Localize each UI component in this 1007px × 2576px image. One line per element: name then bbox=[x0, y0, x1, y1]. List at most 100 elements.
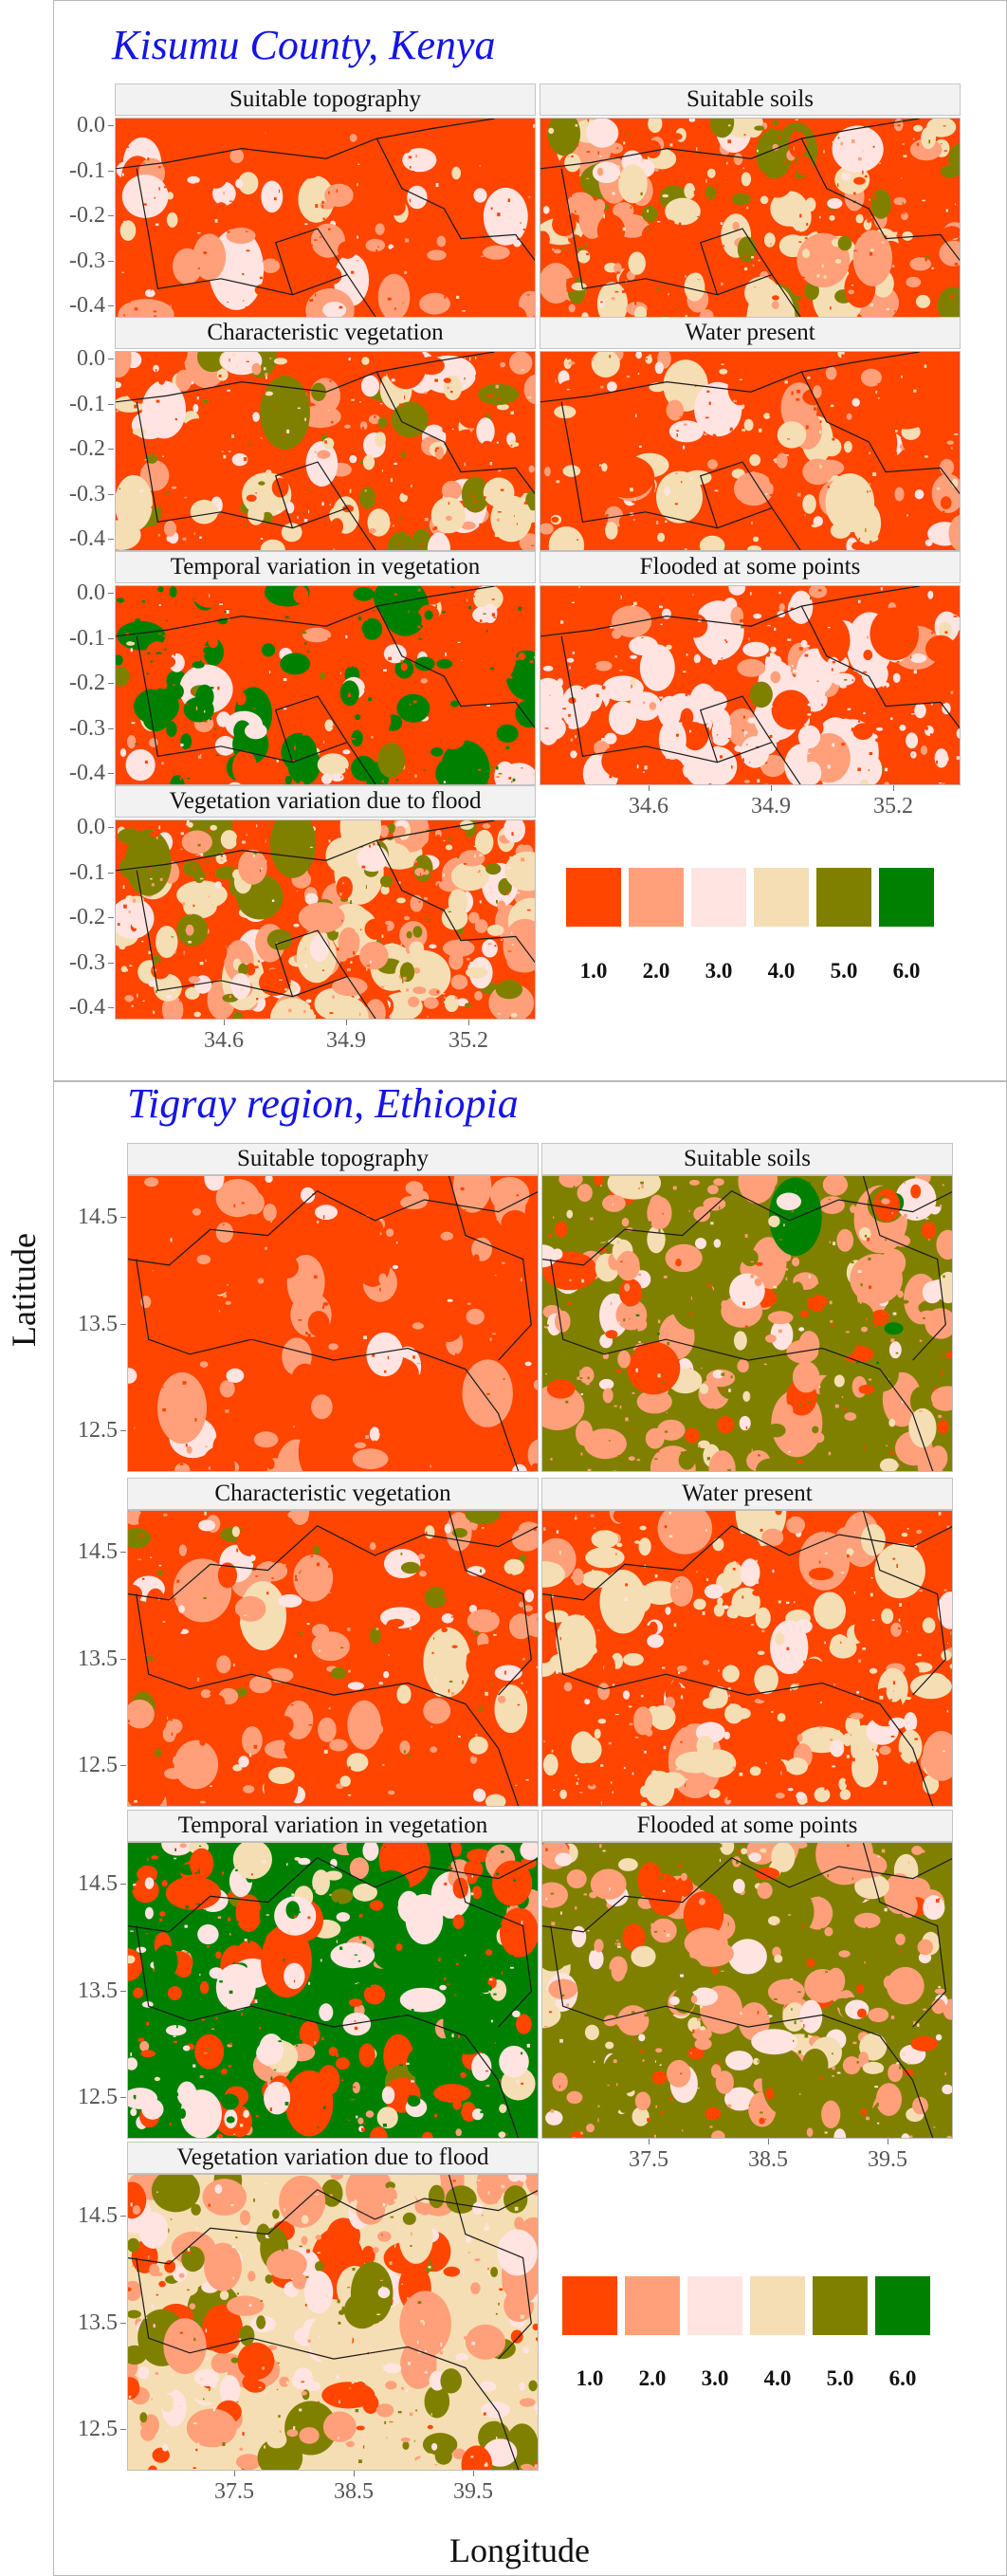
x-tick-label: 35.2 bbox=[873, 794, 913, 819]
y-tick-label: 0.0 bbox=[77, 346, 105, 371]
y-tick-mark bbox=[120, 1765, 126, 1766]
legend-swatch-4 bbox=[750, 2276, 805, 2335]
legend-swatch-6 bbox=[879, 868, 934, 927]
y-tick-label: 14.5 bbox=[78, 1871, 118, 1896]
raster-map bbox=[540, 119, 960, 317]
y-tick-label: 14.5 bbox=[78, 1539, 118, 1564]
legend-label-3: 3.0 bbox=[701, 2366, 729, 2390]
y-axis-title: Latitude bbox=[5, 1233, 43, 1347]
y-tick-label: -0.3 bbox=[69, 248, 105, 273]
panel-title-ethiopia-0: Suitable topography bbox=[127, 1143, 539, 1175]
x-tick-label: 34.9 bbox=[751, 794, 791, 819]
x-tick-label: 34.6 bbox=[204, 1028, 244, 1053]
legend-label-6: 6.0 bbox=[892, 959, 921, 983]
y-tick-label: -0.2 bbox=[69, 671, 105, 695]
x-tick-mark bbox=[649, 785, 650, 791]
y-tick-mark bbox=[108, 683, 114, 684]
y-tick-mark bbox=[108, 449, 114, 450]
x-tick-mark bbox=[473, 2471, 474, 2476]
legend-swatch-1 bbox=[562, 2276, 617, 2335]
y-tick-label: -0.1 bbox=[69, 626, 105, 651]
y-tick-label: -0.4 bbox=[69, 293, 105, 318]
y-tick-label: 13.5 bbox=[78, 2310, 118, 2335]
y-tick-label: -0.4 bbox=[69, 761, 105, 785]
raster-map bbox=[128, 1511, 538, 1806]
x-tick-mark bbox=[234, 2471, 235, 2476]
y-tick-mark bbox=[108, 873, 114, 874]
x-tick-mark bbox=[771, 785, 772, 791]
x-tick-mark bbox=[346, 1020, 347, 1025]
map-panel-kenya-1 bbox=[540, 118, 961, 318]
y-tick-mark bbox=[108, 261, 114, 262]
map-panel-kenya-4 bbox=[115, 585, 536, 785]
map-panel-ethiopia-1 bbox=[541, 1175, 953, 1472]
x-tick-label: 38.5 bbox=[748, 2147, 788, 2172]
panel-title-kenya-4: Temporal variation in vegetation bbox=[115, 551, 536, 583]
y-tick-mark bbox=[108, 593, 114, 594]
x-tick-mark bbox=[893, 785, 894, 791]
legend-label-5: 5.0 bbox=[826, 2366, 854, 2390]
raster-map bbox=[542, 1843, 952, 2138]
y-tick-mark bbox=[108, 728, 114, 729]
legend-label-2: 2.0 bbox=[642, 959, 670, 983]
raster-map bbox=[542, 1176, 952, 1471]
legend-label-3: 3.0 bbox=[705, 959, 733, 983]
panel-title-ethiopia-4: Temporal variation in vegetation bbox=[127, 1810, 539, 1842]
y-tick-mark bbox=[108, 827, 114, 828]
raster-map bbox=[128, 1176, 538, 1471]
y-tick-mark bbox=[120, 2323, 126, 2324]
legend-label-2: 2.0 bbox=[638, 2366, 667, 2390]
legend-label-4: 4.0 bbox=[767, 959, 796, 983]
y-tick-mark bbox=[108, 773, 114, 774]
map-panel-kenya-2 bbox=[115, 351, 536, 551]
x-tick-label: 39.5 bbox=[453, 2479, 493, 2504]
y-tick-mark bbox=[108, 917, 114, 918]
legend-label-6: 6.0 bbox=[888, 2366, 917, 2390]
legend-swatch-2 bbox=[625, 2276, 680, 2335]
panel-title-kenya-5: Flooded at some points bbox=[540, 551, 961, 583]
panel-title-ethiopia-3: Water present bbox=[541, 1478, 953, 1510]
raster-map bbox=[116, 352, 535, 550]
map-panel-ethiopia-5 bbox=[541, 1842, 953, 2139]
y-tick-mark bbox=[108, 125, 114, 126]
y-tick-label: 13.5 bbox=[78, 1312, 118, 1336]
panel-title-kenya-6: Vegetation variation due to flood bbox=[115, 785, 536, 818]
x-tick-label: 37.5 bbox=[214, 2479, 254, 2504]
y-tick-label: -0.2 bbox=[69, 203, 105, 228]
x-axis-title: Longitude bbox=[449, 2531, 590, 2569]
panel-title-ethiopia-5: Flooded at some points bbox=[541, 1810, 953, 1842]
raster-map bbox=[128, 1843, 538, 2138]
legend-swatch-6 bbox=[875, 2276, 930, 2335]
panel-title-kenya-2: Characteristic vegetation bbox=[115, 317, 536, 349]
x-tick-label: 35.2 bbox=[449, 1028, 488, 1053]
panel-title-ethiopia-6: Vegetation variation due to flood bbox=[127, 2142, 539, 2174]
y-tick-mark bbox=[108, 494, 114, 495]
y-tick-label: -0.3 bbox=[69, 950, 105, 975]
y-tick-label: -0.4 bbox=[69, 995, 105, 1020]
x-tick-mark bbox=[468, 1020, 469, 1025]
map-panel-kenya-3 bbox=[540, 351, 961, 551]
y-tick-label: 12.5 bbox=[78, 1418, 118, 1443]
y-tick-mark bbox=[108, 305, 114, 306]
y-tick-label: 14.5 bbox=[78, 1205, 118, 1229]
y-tick-mark bbox=[108, 638, 114, 639]
panel-title-kenya-1: Suitable soils bbox=[540, 83, 961, 116]
y-tick-mark bbox=[120, 1991, 126, 1992]
y-tick-label: -0.3 bbox=[69, 716, 105, 741]
map-panel-ethiopia-0 bbox=[127, 1175, 539, 1472]
legend-swatch-5 bbox=[813, 2276, 868, 2335]
raster-map bbox=[128, 2175, 538, 2470]
y-tick-label: 13.5 bbox=[78, 1647, 118, 1671]
x-tick-label: 37.5 bbox=[629, 2147, 668, 2172]
y-tick-mark bbox=[120, 1884, 126, 1885]
y-tick-mark bbox=[120, 2216, 126, 2217]
y-tick-label: -0.4 bbox=[69, 526, 105, 551]
y-tick-label: 12.5 bbox=[78, 2085, 118, 2109]
map-panel-ethiopia-4 bbox=[127, 1842, 539, 2139]
panel-title-ethiopia-2: Characteristic vegetation bbox=[127, 1478, 539, 1510]
y-tick-mark bbox=[108, 963, 114, 964]
x-tick-mark bbox=[354, 2471, 355, 2476]
legend-label-4: 4.0 bbox=[763, 2366, 792, 2390]
y-tick-label: -0.3 bbox=[69, 482, 105, 506]
y-tick-label: 0.0 bbox=[77, 815, 105, 839]
